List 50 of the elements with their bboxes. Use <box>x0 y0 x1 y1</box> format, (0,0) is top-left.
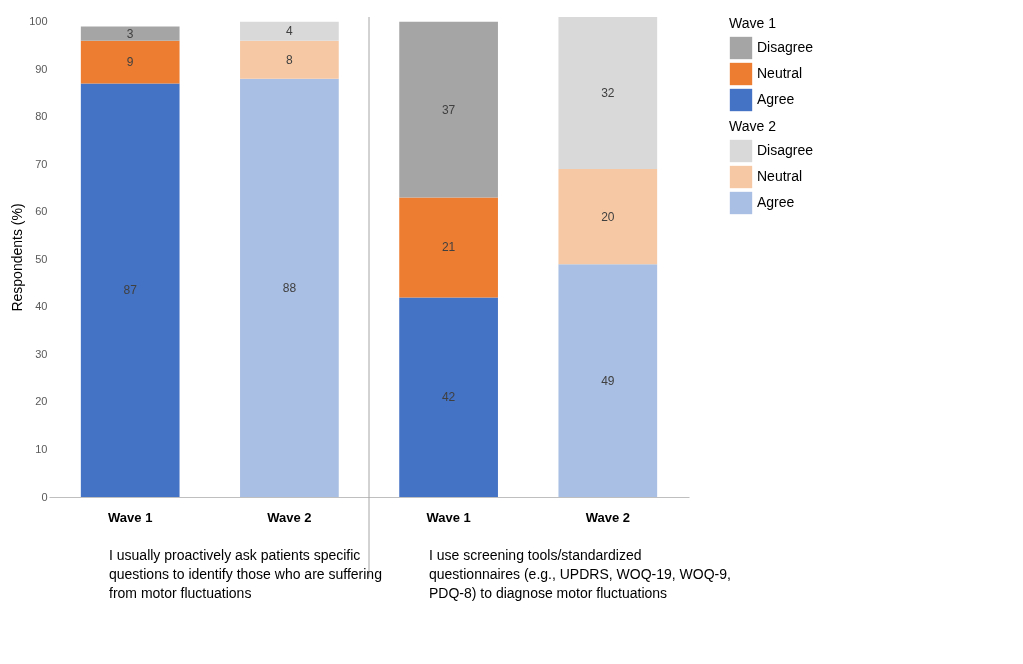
bar <box>399 297 498 497</box>
y-tick-label: 10 <box>35 442 48 455</box>
y-tick-label: 60 <box>35 205 48 218</box>
x-tick-label: Wave 1 <box>426 509 471 525</box>
data-label: 87 <box>123 283 138 298</box>
bar <box>558 17 658 170</box>
bar <box>80 26 180 41</box>
bar <box>80 40 180 84</box>
bar <box>399 21 498 198</box>
y-axis-title: Respondents (%) <box>9 203 26 312</box>
data-label: 42 <box>441 390 456 405</box>
text: I usually proactively ask patients specific questions to identify those who are suffering from motor fluctuations <box>109 547 382 601</box>
y-tick-label: 70 <box>35 157 48 170</box>
data-label: 32 <box>601 86 615 101</box>
y-tick-label: 50 <box>35 252 48 265</box>
data-label: 20 <box>601 209 615 224</box>
legend-label: Agree <box>757 91 795 107</box>
y-tick-label: 40 <box>35 300 48 313</box>
data-label: 21 <box>441 240 456 255</box>
legend-label: Neutral <box>757 65 803 81</box>
bar <box>558 169 658 265</box>
text: I use screening tools/standardized questionnaires (e.g., UPDRS, WOQ-19, WOQ-9, PDQ-8) to diagnose motor fluctuations <box>429 547 731 601</box>
data-label: 4 <box>286 24 294 39</box>
data-label: 8 <box>286 52 294 67</box>
x-tick-label: Wave 2 <box>585 509 630 525</box>
bar <box>558 264 658 497</box>
bar <box>240 78 339 497</box>
data-label: 3 <box>126 26 134 41</box>
y-tick-label: 20 <box>35 395 48 408</box>
legend-label: Agree <box>757 194 795 210</box>
y-tick-label: 0 <box>41 490 48 503</box>
x-tick-label: Wave 2 <box>267 509 312 525</box>
data-label: 37 <box>441 102 456 117</box>
y-tick-label: 100 <box>29 15 48 28</box>
bar <box>399 197 498 298</box>
legend-label: Disagree <box>757 142 814 158</box>
data-label: 49 <box>601 373 615 388</box>
data-label: 9 <box>126 55 134 70</box>
y-tick-label: 90 <box>35 62 48 75</box>
bar <box>240 21 339 41</box>
legend-label: Neutral <box>757 168 803 184</box>
y-tick-label: 30 <box>35 347 48 360</box>
bar <box>240 40 339 79</box>
x-tick-label: Wave 1 <box>108 509 153 525</box>
data-label: 88 <box>282 280 297 295</box>
y-tick-label: 80 <box>35 110 48 123</box>
text: Wave 2 <box>729 118 776 134</box>
text: Wave 1 <box>729 15 776 31</box>
bar <box>80 83 180 497</box>
legend-label: Disagree <box>757 39 814 55</box>
